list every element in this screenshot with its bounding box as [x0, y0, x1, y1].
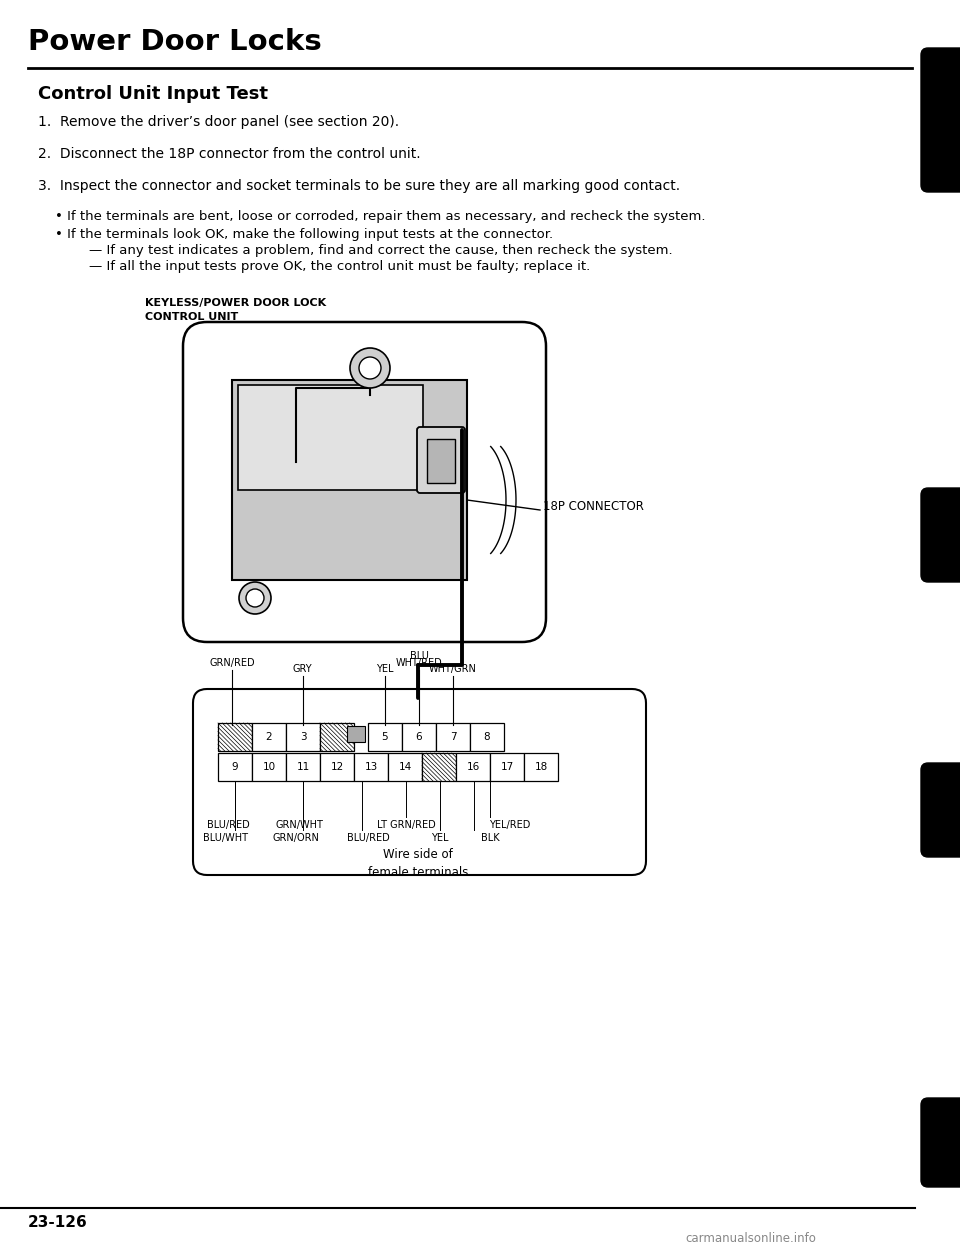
FancyBboxPatch shape [921, 488, 960, 582]
FancyBboxPatch shape [347, 727, 365, 741]
Text: 2: 2 [266, 732, 273, 741]
Bar [368, 723, 402, 751]
Text: YEL: YEL [376, 664, 394, 674]
FancyBboxPatch shape [427, 438, 455, 483]
FancyBboxPatch shape [232, 380, 467, 580]
Text: WHT/GRN: WHT/GRN [429, 664, 477, 674]
Bar [252, 723, 286, 751]
Bar [252, 753, 286, 781]
Bar [422, 753, 456, 781]
Text: 1.  Remove the driver’s door panel (see section 20).: 1. Remove the driver’s door panel (see s… [38, 116, 399, 129]
FancyBboxPatch shape [183, 322, 546, 642]
Text: 11: 11 [297, 763, 310, 773]
Text: YEL: YEL [431, 833, 448, 843]
Text: 5: 5 [382, 732, 388, 741]
Text: — If all the input tests prove OK, the control unit must be faulty; replace it.: — If all the input tests prove OK, the c… [72, 260, 590, 273]
FancyBboxPatch shape [417, 427, 465, 493]
Bar [354, 753, 388, 781]
Bar [286, 753, 320, 781]
Bar [388, 753, 422, 781]
Text: • If the terminals are bent, loose or corroded, repair them as necessary, and re: • If the terminals are bent, loose or co… [55, 210, 706, 224]
Text: BLU/RED: BLU/RED [347, 833, 390, 843]
Bar [218, 723, 252, 751]
Text: YEL/RED: YEL/RED [490, 820, 531, 830]
Text: 18P CONNECTOR: 18P CONNECTOR [543, 501, 644, 513]
Text: 23-126: 23-126 [28, 1215, 87, 1230]
Text: GRN/RED: GRN/RED [209, 658, 254, 668]
Text: 10: 10 [262, 763, 276, 773]
Text: carmanualsonline.info: carmanualsonline.info [685, 1232, 816, 1242]
Text: 2.  Disconnect the 18P connector from the control unit.: 2. Disconnect the 18P connector from the… [38, 147, 420, 161]
Text: 3: 3 [300, 732, 306, 741]
Bar [436, 723, 470, 751]
Text: 3.  Inspect the connector and socket terminals to be sure they are all marking g: 3. Inspect the connector and socket term… [38, 179, 680, 193]
Circle shape [359, 356, 381, 379]
Text: 9: 9 [231, 763, 238, 773]
Text: Control Unit Input Test: Control Unit Input Test [38, 84, 268, 103]
Text: KEYLESS/POWER DOOR LOCK
CONTROL UNIT: KEYLESS/POWER DOOR LOCK CONTROL UNIT [145, 298, 326, 322]
Text: GRY: GRY [292, 664, 312, 674]
Bar [286, 723, 320, 751]
Circle shape [350, 348, 390, 388]
Text: GRN/ORN: GRN/ORN [273, 833, 320, 843]
FancyBboxPatch shape [921, 1098, 960, 1187]
Text: BLU/WHT: BLU/WHT [203, 833, 248, 843]
Text: 8: 8 [484, 732, 491, 741]
Text: Wire side of
female terminals: Wire side of female terminals [368, 848, 468, 879]
Text: • If the terminals look OK, make the following input tests at the connector.: • If the terminals look OK, make the fol… [55, 229, 553, 241]
Text: LT GRN/RED: LT GRN/RED [376, 820, 436, 830]
Text: 12: 12 [330, 763, 344, 773]
Text: BLU: BLU [410, 651, 428, 661]
Text: 17: 17 [500, 763, 514, 773]
Text: Power Door Locks: Power Door Locks [28, 29, 322, 56]
FancyBboxPatch shape [921, 763, 960, 857]
Circle shape [239, 582, 271, 614]
Text: BLU/RED: BLU/RED [206, 820, 250, 830]
Circle shape [246, 589, 264, 607]
FancyBboxPatch shape [238, 385, 423, 491]
FancyBboxPatch shape [193, 689, 646, 876]
Text: BLK: BLK [481, 833, 499, 843]
Text: 7: 7 [449, 732, 456, 741]
Bar [456, 753, 490, 781]
Bar [490, 753, 524, 781]
FancyBboxPatch shape [921, 48, 960, 193]
Text: WHT/RED: WHT/RED [396, 658, 443, 668]
Bar [524, 753, 558, 781]
Text: 18: 18 [535, 763, 547, 773]
Bar [320, 753, 354, 781]
Bar [402, 723, 436, 751]
Text: 14: 14 [398, 763, 412, 773]
Bar [320, 723, 354, 751]
Text: 13: 13 [365, 763, 377, 773]
Text: — If any test indicates a problem, find and correct the cause, then recheck the : — If any test indicates a problem, find … [72, 243, 673, 257]
Text: GRN/WHT: GRN/WHT [276, 820, 323, 830]
Bar [218, 753, 252, 781]
Bar [470, 723, 504, 751]
Text: 16: 16 [467, 763, 480, 773]
Text: 6: 6 [416, 732, 422, 741]
